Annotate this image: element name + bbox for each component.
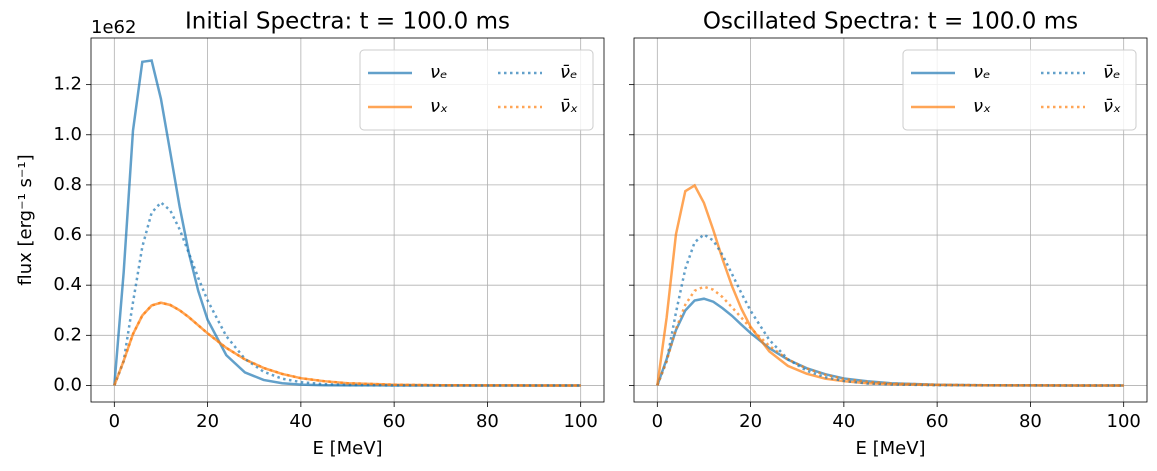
- legend: νₑ νₓ ν̄ₑ ν̄ₓ: [359, 49, 594, 131]
- x-tick-label: 20: [196, 411, 219, 432]
- legend-label: ν̄ₓ: [560, 96, 578, 117]
- legend-label: ν̄ₑ: [560, 62, 578, 83]
- plot-frame: [90, 37, 605, 403]
- series-line: [113, 301, 581, 387]
- series-line: [113, 301, 581, 387]
- x-tick-label: 0: [109, 411, 120, 432]
- x-tick-label: 80: [476, 411, 499, 432]
- x-tick-label: 100: [1107, 411, 1141, 432]
- subplot-title: Oscillated Spectra: t = 100.0 ms: [703, 9, 1078, 35]
- y-tick-label: 0.6: [53, 224, 82, 245]
- legend: νₑ νₓ ν̄ₑ ν̄ₓ: [902, 49, 1137, 131]
- x-tick-label: 40: [289, 411, 312, 432]
- offset-text: 1e62: [91, 17, 136, 38]
- legend-box: [902, 49, 1137, 131]
- x-tick-label: 0: [652, 411, 663, 432]
- legend-box: [359, 49, 594, 131]
- subplot: 0 20 40 60 80 100 Oscillated Spectra: t = 100.…: [629, 9, 1148, 459]
- legend-label: νₑ: [973, 62, 991, 83]
- series-line: [656, 297, 1124, 387]
- legend-label: νₓ: [973, 96, 991, 117]
- y-tick-label: 0.0: [53, 374, 82, 395]
- y-tick-label: 1.0: [53, 124, 82, 145]
- legend-label: νₑ: [430, 62, 448, 83]
- series-line: [656, 285, 1124, 387]
- y-tick-label: 0.4: [53, 274, 82, 295]
- x-tick-label: 80: [1019, 411, 1042, 432]
- subplot-title: Initial Spectra: t = 100.0 ms: [185, 9, 510, 35]
- x-tick-label: 100: [564, 411, 598, 432]
- y-tick-label: 0.8: [53, 174, 82, 195]
- legend-label: νₓ: [430, 96, 448, 117]
- legend-label: ν̄ₓ: [1103, 96, 1121, 117]
- x-tick-label: 60: [926, 411, 949, 432]
- x-axis-label: E [MeV]: [855, 438, 925, 459]
- series-line: [113, 200, 581, 387]
- subplot: 0 20 40 60 80 100 0.0 0.2 0.4 0.6 0.8 1.0 1.2 Initial…: [15, 9, 605, 459]
- x-axis-label: E [MeV]: [312, 438, 382, 459]
- y-tick-label: 0.2: [53, 324, 82, 345]
- plot-frame: [633, 37, 1148, 403]
- x-tick-label: 40: [832, 411, 855, 432]
- y-tick-label: 1.2: [53, 74, 82, 95]
- legend-label: ν̄ₑ: [1103, 62, 1121, 83]
- y-axis-label: flux [erg⁻¹ s⁻¹]: [15, 154, 36, 285]
- x-tick-label: 60: [383, 411, 406, 432]
- x-tick-label: 20: [739, 411, 762, 432]
- series-line: [656, 232, 1124, 387]
